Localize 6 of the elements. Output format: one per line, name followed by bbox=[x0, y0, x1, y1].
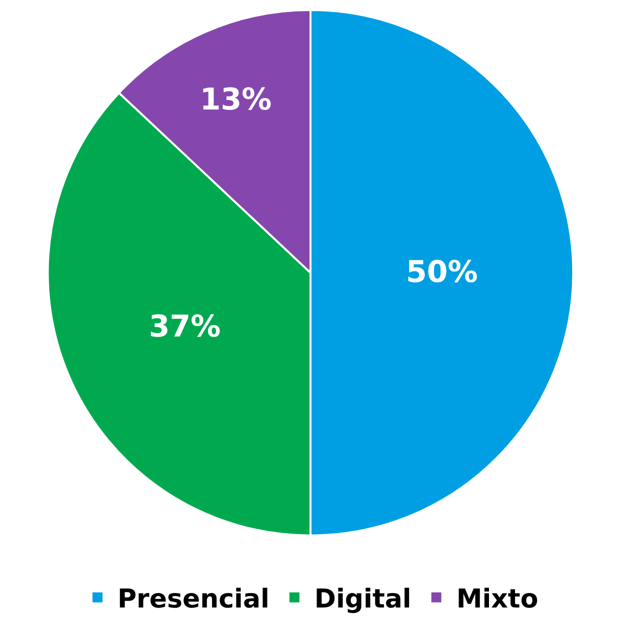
data-label: 13% bbox=[200, 82, 272, 118]
legend-label: Presencial bbox=[118, 584, 270, 615]
data-label: 37% bbox=[148, 310, 221, 345]
legend-label: Mixto bbox=[456, 584, 538, 615]
data-label: 50% bbox=[406, 255, 478, 290]
legend-label: Digital bbox=[314, 584, 412, 615]
